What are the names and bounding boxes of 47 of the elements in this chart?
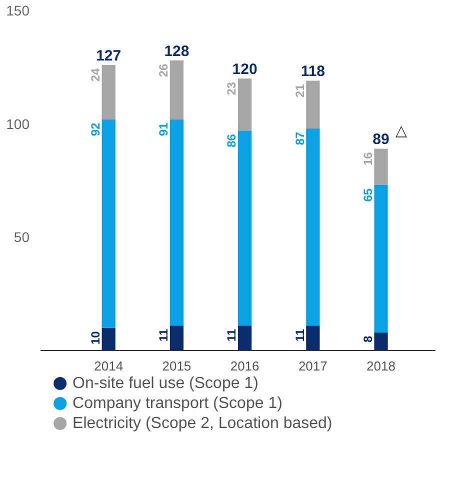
data-label: 92 [88, 122, 102, 136]
data-label: 87 [292, 131, 307, 146]
bar [306, 326, 320, 350]
data-label: 16 [360, 152, 375, 166]
total-label: 128 [164, 42, 190, 60]
bar [170, 60, 184, 120]
legend-label: Company transport (Scope 1) [72, 395, 282, 412]
total-label: 120 [232, 60, 258, 78]
x-tick-label: 2015 [162, 358, 192, 374]
bar [238, 78, 252, 131]
bar [306, 80, 320, 128]
bar [102, 64, 116, 120]
bar [238, 326, 252, 350]
total-label: 89 [372, 131, 390, 148]
data-label: 26 [156, 63, 171, 78]
y-tick-label: 100 [6, 116, 30, 132]
total-label: 118 [300, 63, 326, 80]
data-label: 8 [360, 335, 375, 342]
bar [102, 328, 116, 350]
total-label: 127 [96, 47, 122, 64]
x-tick-label: 2018 [366, 358, 396, 374]
bar [170, 326, 184, 350]
data-label: 10 [88, 330, 102, 345]
bar [306, 128, 320, 326]
bar [102, 119, 116, 328]
data-label: 23 [224, 82, 239, 96]
data-label: 24 [88, 68, 102, 82]
data-label: 21 [292, 84, 307, 98]
data-label: 11 [156, 328, 171, 342]
x-tick-label: 2017 [298, 358, 328, 374]
bar [374, 185, 388, 332]
legend-label: Electricity (Scope 2, Location based) [72, 415, 332, 432]
bar [238, 130, 252, 326]
data-label: 11 [224, 328, 239, 342]
bar [374, 148, 388, 186]
annotation: △ [395, 122, 408, 140]
data-label: 91 [156, 122, 171, 136]
bar [374, 332, 388, 350]
x-tick-label: 2014 [94, 358, 124, 374]
data-label: 86 [224, 134, 239, 148]
legend-label: On-site fuel use (Scope 1) [72, 375, 258, 392]
y-tick-label: 150 [6, 2, 30, 18]
y-tick-label: 50 [14, 229, 30, 246]
data-label: 65 [360, 188, 375, 202]
x-tick-label: 2016 [230, 358, 260, 374]
bar [170, 119, 184, 326]
data-label: 11 [292, 328, 307, 342]
